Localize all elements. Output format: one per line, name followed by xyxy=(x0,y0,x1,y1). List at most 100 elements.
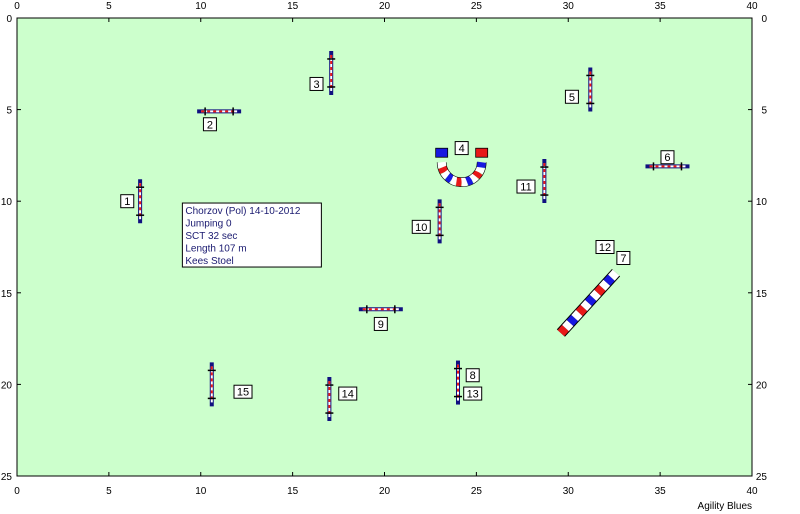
jump-9 xyxy=(358,305,403,314)
info-box-frame xyxy=(181,202,322,268)
number-text: 8 xyxy=(470,370,476,382)
number-text: 14 xyxy=(342,389,354,401)
obstacle-number-4: 4 xyxy=(454,141,469,156)
y-tick-right: 10 xyxy=(756,197,768,208)
tunnel-segment xyxy=(437,161,447,168)
x-tick-bottom: 5 xyxy=(106,486,112,497)
obstacle-number-15: 15 xyxy=(233,384,253,399)
jump-1 xyxy=(136,179,145,224)
number-box xyxy=(516,179,536,194)
tunnel-outline xyxy=(445,162,478,178)
dogwalk-7 xyxy=(556,268,621,337)
obstacle-number-14: 14 xyxy=(338,386,358,401)
number-text: 1 xyxy=(124,196,130,208)
tunnel-segment xyxy=(444,172,455,184)
number-box xyxy=(309,76,324,91)
dogwalk-segment xyxy=(603,274,615,286)
tunnel-4 xyxy=(435,147,489,187)
jump-5 xyxy=(586,67,595,112)
y-tick-left: 5 xyxy=(6,106,12,117)
number-box xyxy=(373,316,388,331)
info-line: Jumping 0 xyxy=(185,219,232,230)
x-tick-top: 30 xyxy=(563,1,575,12)
tunnel-segment xyxy=(468,172,479,184)
obstacle-number-12: 12 xyxy=(595,240,615,254)
dogwalk-segment xyxy=(598,279,611,291)
number-box xyxy=(660,150,675,165)
number-text: 6 xyxy=(664,152,670,164)
tunnel-end xyxy=(475,147,489,158)
y-tick-right: 15 xyxy=(756,289,768,300)
x-tick-top: 35 xyxy=(655,1,667,12)
tunnel-segment xyxy=(476,161,487,168)
number-text: 3 xyxy=(313,79,319,91)
number-box xyxy=(338,386,358,401)
jump-10 xyxy=(435,199,444,244)
tunnel-segment xyxy=(465,175,474,186)
tunnel-end xyxy=(435,147,449,158)
obstacle-number-9: 9 xyxy=(373,316,388,331)
dogwalk-segment xyxy=(585,294,597,306)
x-tick-top: 20 xyxy=(379,1,391,12)
number-box xyxy=(233,384,253,399)
dogwalk-segment xyxy=(575,304,588,316)
number-box xyxy=(454,141,469,156)
dogwalk-segment xyxy=(594,284,606,296)
x-tick-bottom: 15 xyxy=(287,486,299,497)
x-tick-bottom: 30 xyxy=(563,486,575,497)
number-box xyxy=(465,368,480,383)
x-tick-top: 10 xyxy=(195,1,207,12)
number-text: 5 xyxy=(569,92,575,104)
number-text: 9 xyxy=(378,319,384,331)
number-box xyxy=(595,240,615,254)
number-text: 7 xyxy=(620,253,626,265)
tunnel-segment xyxy=(438,165,449,174)
obstacle-number-1: 1 xyxy=(120,194,135,209)
y-tick-right: 0 xyxy=(761,14,767,25)
obstacle-number-8: 8 xyxy=(465,368,480,383)
dogwalk-segment xyxy=(589,289,601,301)
info-line: Length 107 m xyxy=(185,244,246,255)
jump-3 xyxy=(327,50,336,95)
dogwalk-segment xyxy=(571,309,583,322)
jump-6 xyxy=(645,162,690,171)
tunnel-segment xyxy=(449,175,459,186)
y-tick-left: 15 xyxy=(1,289,13,300)
y-tick-right: 25 xyxy=(756,472,768,483)
y-tick-left: 20 xyxy=(1,380,13,391)
tunnel-segment xyxy=(440,169,452,180)
obstacle-number-7: 7 xyxy=(616,250,631,265)
x-tick-top: 0 xyxy=(14,1,20,12)
tunnel-outline xyxy=(436,162,487,187)
number-text: 13 xyxy=(467,389,479,401)
number-box xyxy=(616,250,631,265)
jump-11 xyxy=(540,159,549,204)
dogwalk-segment xyxy=(557,325,569,337)
y-tick-left: 25 xyxy=(1,472,13,483)
x-tick-bottom: 10 xyxy=(195,486,207,497)
tunnel-segment xyxy=(474,165,486,174)
x-tick-top: 15 xyxy=(287,1,299,12)
obstacle-number-11: 11 xyxy=(516,179,536,194)
number-box xyxy=(202,117,217,132)
obstacle-number-10: 10 xyxy=(411,219,431,234)
x-tick-bottom: 20 xyxy=(379,486,391,497)
dogwalk-segment xyxy=(562,319,574,332)
y-tick-right: 20 xyxy=(756,380,768,391)
number-box xyxy=(120,194,135,209)
info-line: Chorzov (Pol) 14-10-2012 xyxy=(185,206,300,217)
info-line: Kees Stoel xyxy=(185,256,233,267)
number-box xyxy=(463,386,483,401)
jump-2 xyxy=(197,107,242,116)
obstacle-number-6: 6 xyxy=(660,150,675,165)
jump-15 xyxy=(207,362,216,407)
obstacle-number-3: 3 xyxy=(309,76,324,91)
obstacle-number-2: 2 xyxy=(202,117,217,132)
x-tick-top: 25 xyxy=(471,1,483,12)
x-tick-bottom: 0 xyxy=(14,486,20,497)
number-text: 10 xyxy=(415,222,427,234)
